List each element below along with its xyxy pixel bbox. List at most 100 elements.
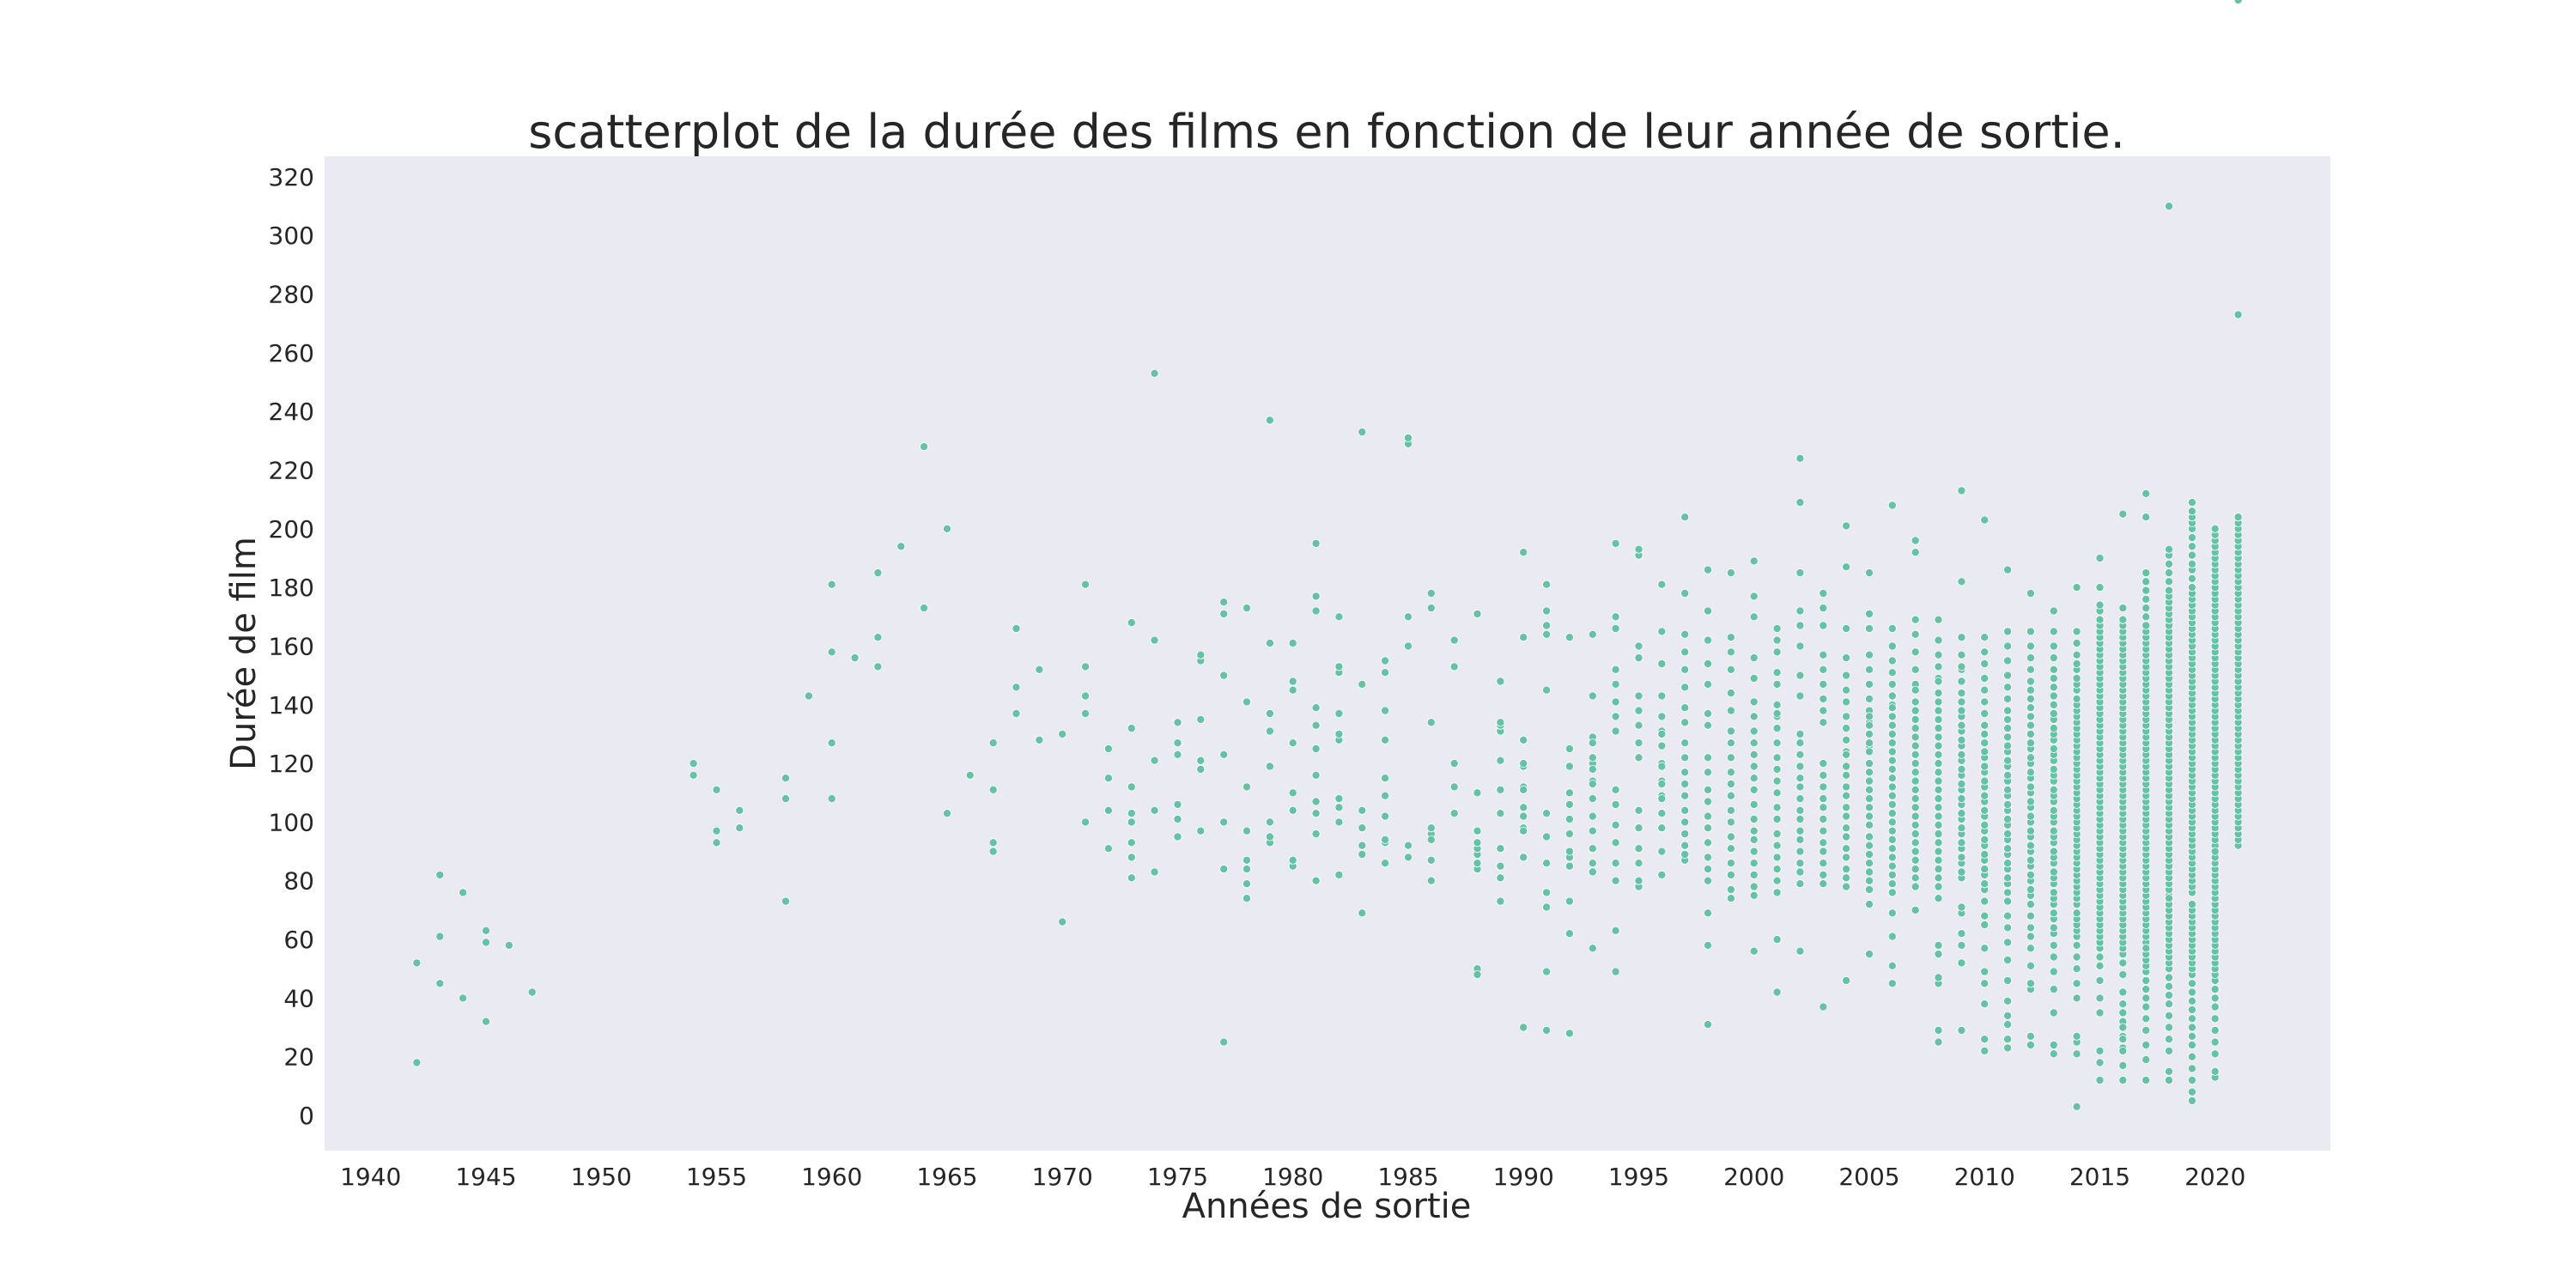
data-point bbox=[1334, 709, 1344, 719]
data-point bbox=[1887, 656, 1897, 665]
plot-area bbox=[325, 156, 2330, 1151]
data-point bbox=[1288, 805, 1297, 815]
data-point bbox=[1795, 879, 1805, 889]
data-point bbox=[2072, 583, 2081, 592]
data-point bbox=[1173, 738, 1182, 748]
data-point bbox=[1819, 694, 1828, 703]
data-point bbox=[2003, 770, 2013, 780]
data-point bbox=[1957, 689, 1966, 698]
x-tick-label: 1945 bbox=[455, 1163, 516, 1191]
data-point bbox=[1311, 829, 1321, 839]
data-point bbox=[1887, 835, 1897, 844]
data-point bbox=[2026, 677, 2035, 686]
data-point bbox=[1842, 823, 1851, 833]
data-point bbox=[1058, 917, 1067, 927]
data-point bbox=[1242, 604, 1252, 613]
data-point bbox=[2003, 683, 2013, 692]
data-point bbox=[1103, 744, 1113, 754]
data-point bbox=[1887, 826, 1897, 835]
data-point bbox=[1358, 841, 1367, 850]
data-point bbox=[1980, 729, 1990, 738]
data-point bbox=[1842, 882, 1851, 891]
data-point bbox=[1542, 621, 1552, 630]
data-point bbox=[1957, 677, 1966, 686]
data-point bbox=[2187, 1014, 2196, 1024]
data-point bbox=[1564, 929, 1574, 939]
data-point bbox=[1726, 832, 1735, 841]
data-point bbox=[2003, 1035, 2013, 1044]
data-point bbox=[1819, 679, 1828, 689]
data-point bbox=[482, 926, 491, 935]
data-point bbox=[1887, 756, 1897, 765]
data-point bbox=[1819, 803, 1828, 812]
data-point bbox=[1934, 973, 1943, 982]
data-point bbox=[1611, 926, 1620, 935]
data-point bbox=[943, 524, 952, 533]
data-point bbox=[1288, 685, 1297, 695]
data-point bbox=[1611, 838, 1620, 848]
data-point bbox=[1772, 865, 1782, 874]
data-point bbox=[1704, 679, 1713, 689]
data-point bbox=[1265, 832, 1274, 841]
data-point bbox=[1911, 855, 1920, 865]
data-point bbox=[1519, 785, 1528, 794]
data-point bbox=[1911, 697, 1920, 707]
data-point bbox=[1657, 847, 1667, 856]
data-point bbox=[1934, 940, 1943, 950]
data-point bbox=[459, 993, 468, 1003]
data-point bbox=[1749, 890, 1759, 900]
data-point bbox=[1911, 741, 1920, 750]
data-point bbox=[2164, 973, 2173, 982]
data-point bbox=[1749, 826, 1759, 835]
data-point bbox=[1634, 544, 1643, 554]
data-point bbox=[1150, 756, 1159, 765]
data-point bbox=[1242, 894, 1252, 903]
data-point bbox=[1864, 900, 1874, 909]
data-point bbox=[2095, 975, 2105, 985]
data-point bbox=[1704, 709, 1713, 719]
x-tick-label: 1980 bbox=[1262, 1163, 1323, 1191]
data-point bbox=[1311, 744, 1321, 754]
data-point bbox=[2072, 659, 2081, 669]
data-point bbox=[1842, 782, 1851, 792]
data-point bbox=[1196, 826, 1206, 835]
data-point bbox=[1934, 732, 1943, 742]
y-tick-label: 160 bbox=[269, 633, 314, 661]
data-point bbox=[943, 809, 952, 818]
data-point bbox=[1564, 788, 1574, 798]
data-point bbox=[1726, 568, 1735, 578]
data-point bbox=[1887, 501, 1897, 510]
data-point bbox=[1864, 950, 1874, 959]
data-point bbox=[920, 442, 929, 452]
data-point bbox=[1772, 829, 1782, 839]
data-point bbox=[1772, 709, 1782, 719]
data-point bbox=[735, 823, 744, 833]
data-point bbox=[2026, 703, 2035, 713]
data-point bbox=[1449, 759, 1459, 769]
data-point bbox=[1634, 876, 1643, 885]
data-point bbox=[1795, 782, 1805, 792]
data-point bbox=[1819, 604, 1828, 613]
data-point bbox=[1980, 709, 1990, 719]
data-point bbox=[2142, 612, 2151, 622]
data-point bbox=[1842, 803, 1851, 812]
x-tick-label: 1990 bbox=[1493, 1163, 1554, 1191]
data-point bbox=[1680, 780, 1690, 789]
data-point bbox=[1911, 647, 1920, 657]
data-point bbox=[1819, 847, 1828, 856]
data-point bbox=[1588, 764, 1597, 774]
data-point bbox=[1819, 838, 1828, 848]
data-point bbox=[1150, 635, 1159, 645]
data-point bbox=[712, 785, 721, 794]
data-point bbox=[1726, 665, 1735, 674]
data-point bbox=[1127, 873, 1136, 883]
data-point bbox=[1657, 780, 1667, 789]
data-point bbox=[2049, 641, 2058, 651]
data-point bbox=[1842, 853, 1851, 862]
data-point bbox=[1911, 873, 1920, 883]
y-tick-label: 140 bbox=[269, 691, 314, 720]
data-point bbox=[735, 805, 744, 815]
data-point bbox=[2142, 621, 2151, 630]
data-point bbox=[1887, 703, 1897, 713]
data-point bbox=[2003, 627, 2013, 636]
